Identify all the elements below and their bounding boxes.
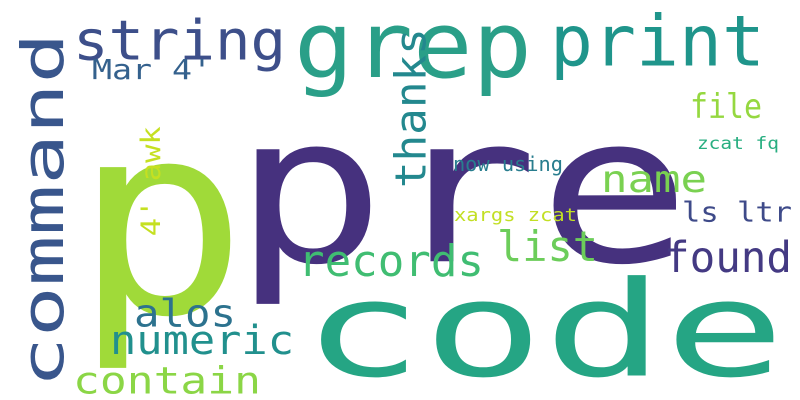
word-name: name bbox=[601, 158, 707, 202]
word-code: code bbox=[301, 253, 786, 400]
word-alos: alos bbox=[134, 291, 236, 336]
word-command: command bbox=[9, 32, 78, 389]
word-xargs-zcat: xargs zcat bbox=[454, 204, 577, 226]
word-grep: grep bbox=[294, 0, 532, 99]
word-contain: contain bbox=[73, 359, 261, 400]
word-thanks: thanks bbox=[386, 28, 436, 188]
word-string: string bbox=[73, 8, 286, 73]
word-file: file bbox=[690, 87, 762, 128]
word-list: list bbox=[497, 222, 598, 272]
word-4-awk: 4' awk bbox=[135, 126, 167, 236]
word-zcat-fq: zcat fq bbox=[696, 133, 779, 154]
word-now-using: now using bbox=[452, 152, 564, 176]
word-mar-4: Mar 4' bbox=[92, 53, 212, 87]
word-records: records bbox=[298, 236, 484, 287]
word-pre: pre bbox=[233, 71, 691, 310]
word-numeric: numeric bbox=[110, 317, 294, 365]
word-p: p bbox=[73, 65, 248, 376]
word-ls-ltr: ls ltr bbox=[682, 196, 792, 229]
word-found: found bbox=[664, 233, 792, 284]
word-print: print bbox=[550, 1, 765, 83]
